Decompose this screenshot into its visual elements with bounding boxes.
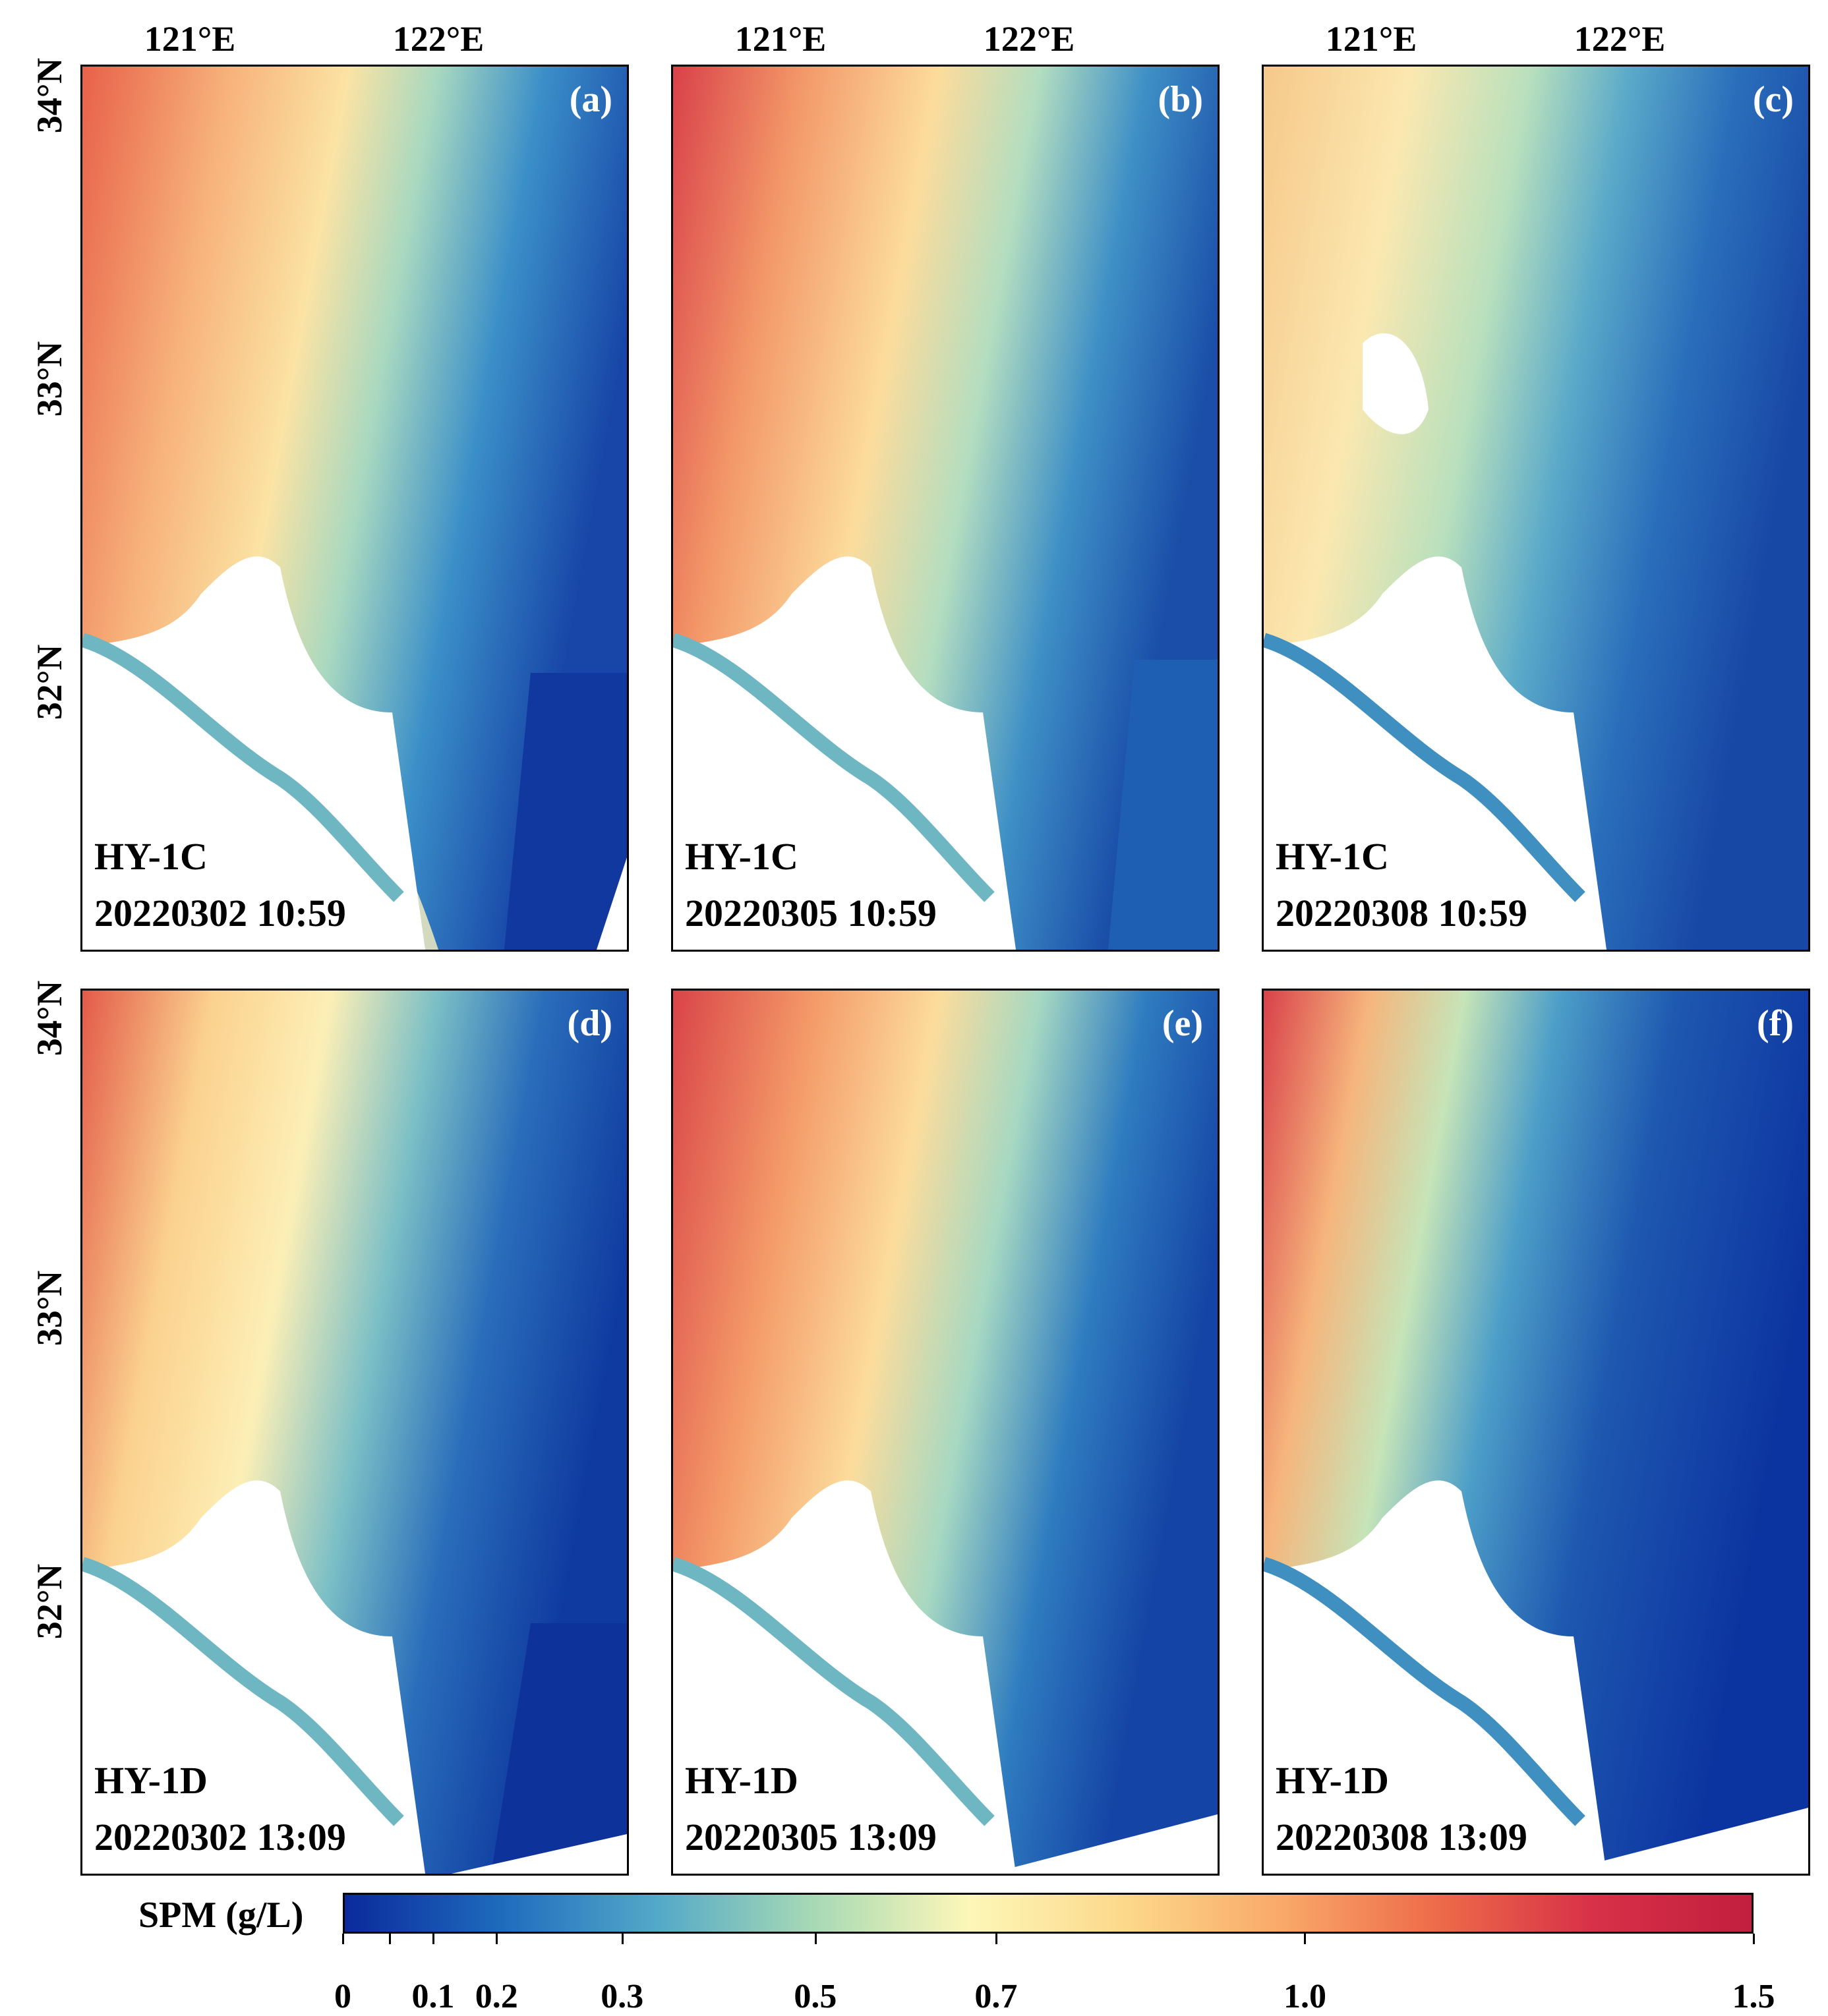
panel-label-d: (d) bbox=[567, 1003, 612, 1044]
panel-label-a: (a) bbox=[569, 79, 612, 120]
colorbar-tick-label: 0 bbox=[334, 1978, 351, 2015]
panel-label-c: (c) bbox=[1752, 79, 1794, 120]
colorbar-tick-label: 0.5 bbox=[794, 1978, 837, 2015]
colorbar-tick-mark bbox=[342, 1934, 344, 1944]
colorbar-tick-label: 1.5 bbox=[1732, 1978, 1775, 2015]
colorbar-tick-mark bbox=[621, 1934, 624, 1944]
colorbar-tick-label: 0.3 bbox=[601, 1978, 644, 2015]
satellite-name-f: HY-1D bbox=[1276, 1759, 1389, 1802]
spm-map-b bbox=[673, 67, 1218, 950]
panel-label-b: (b) bbox=[1158, 79, 1203, 120]
lon-label-121-b: 121°E bbox=[734, 19, 827, 59]
spm-map-f bbox=[1264, 991, 1808, 1874]
panel-label-f: (f) bbox=[1757, 1003, 1794, 1044]
datetime-e: 20220305 13:09 bbox=[685, 1816, 937, 1858]
lon-label-121-c: 121°E bbox=[1325, 19, 1417, 59]
lon-label-122-c: 122°E bbox=[1574, 19, 1666, 59]
lat-label-33-bottom: 33°N bbox=[30, 1270, 69, 1346]
panel-label-e: (e) bbox=[1162, 1003, 1203, 1044]
colorbar-tick-mark bbox=[1304, 1934, 1307, 1944]
datetime-d: 20220302 13:09 bbox=[94, 1816, 346, 1858]
lat-label-32-bottom: 32°N bbox=[30, 1563, 69, 1640]
satellite-name-a: HY-1C bbox=[94, 835, 208, 878]
map-panel-c: (c) HY-1C 20220308 10:59 bbox=[1262, 65, 1810, 952]
colorbar-tick-label: 0.1 bbox=[411, 1978, 455, 2015]
lat-label-32-top: 32°N bbox=[30, 644, 69, 720]
satellite-name-c: HY-1C bbox=[1276, 835, 1389, 878]
lat-label-33-top: 33°N bbox=[30, 341, 69, 417]
satellite-name-b: HY-1C bbox=[685, 835, 798, 878]
colorbar-tick-mark bbox=[814, 1934, 817, 1944]
lat-label-34-bottom: 34°N bbox=[30, 980, 69, 1056]
datetime-f: 20220308 13:09 bbox=[1276, 1816, 1527, 1858]
datetime-a: 20220302 10:59 bbox=[94, 892, 346, 935]
colorbar-tick-mark bbox=[432, 1934, 434, 1944]
lat-label-34-top: 34°N bbox=[30, 57, 69, 134]
map-panel-d: (d) HY-1D 20220302 13:09 bbox=[80, 989, 629, 1876]
datetime-c: 20220308 10:59 bbox=[1276, 892, 1527, 935]
spm-map-a bbox=[82, 67, 627, 950]
lon-label-122-b: 122°E bbox=[983, 19, 1075, 59]
colorbar-tick-label: 1.0 bbox=[1283, 1978, 1326, 2015]
colorbar-title: SPM (g/L) bbox=[138, 1895, 304, 1936]
colorbar-tick-label: 0.7 bbox=[974, 1978, 1018, 2015]
colorbar bbox=[343, 1893, 1754, 1934]
satellite-name-e: HY-1D bbox=[685, 1759, 798, 1802]
colorbar-tick-mark bbox=[1753, 1934, 1755, 1944]
colorbar-tick-mark bbox=[496, 1934, 498, 1944]
colorbar-tick-mark bbox=[388, 1934, 391, 1944]
map-panel-e: (e) HY-1D 20220305 13:09 bbox=[671, 989, 1220, 1876]
colorbar-tick-label: 0.2 bbox=[475, 1978, 518, 2015]
datetime-b: 20220305 10:59 bbox=[685, 892, 937, 935]
satellite-name-d: HY-1D bbox=[94, 1759, 208, 1802]
lon-label-122-a: 122°E bbox=[392, 19, 485, 59]
map-panel-b: (b) HY-1C 20220305 10:59 bbox=[671, 65, 1220, 952]
map-panel-a: (a) HY-1C 20220302 10:59 bbox=[80, 65, 629, 952]
map-panel-f: (f) HY-1D 20220308 13:09 bbox=[1262, 989, 1810, 1876]
lon-label-121-a: 121°E bbox=[144, 19, 236, 59]
spm-map-d bbox=[82, 991, 627, 1874]
colorbar-tick-mark bbox=[995, 1934, 997, 1944]
spm-map-e bbox=[673, 991, 1218, 1874]
spm-map-c bbox=[1264, 67, 1808, 950]
